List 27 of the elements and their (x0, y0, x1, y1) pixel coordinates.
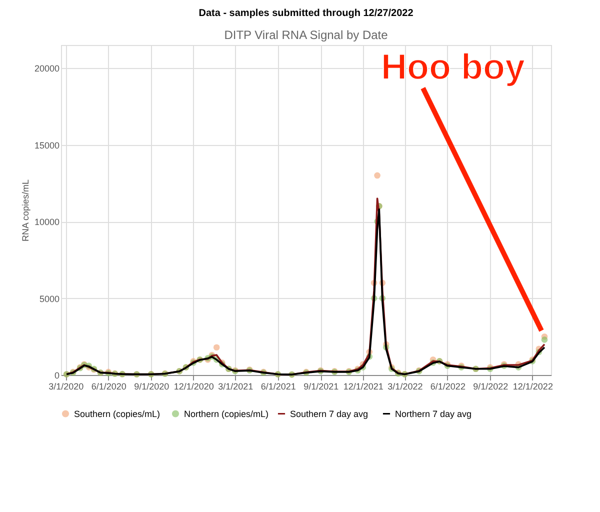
chart-title: Data - samples submitted through 12/27/2022 (198, 8, 414, 19)
legend-label: Northern (copies/mL) (184, 408, 269, 419)
x-tick-label: 6/1/2022 (430, 382, 466, 392)
legend-label: Southern (copies/mL) (74, 408, 160, 419)
x-tick-label: 9/1/2022 (473, 382, 508, 392)
y-tick-label: 10000 (34, 217, 60, 228)
x-tick-label: 3/1/2022 (388, 382, 423, 392)
y-tick-label: 0 (54, 370, 60, 380)
point (374, 172, 380, 179)
x-tick-label: 3/1/2020 (48, 382, 84, 392)
y-axis-title: RNA copies/mL (20, 179, 30, 242)
y-tick-label: 20000 (34, 64, 60, 74)
chart-subtitle: DITP Viral RNA Signal by Date (224, 28, 388, 42)
x-tick-label: 9/1/2020 (134, 382, 170, 392)
x-tick-label: 12/1/2020 (174, 382, 214, 392)
x-tick-label: 3/1/2021 (218, 382, 254, 392)
x-tick-label: 12/1/2022 (512, 382, 553, 392)
y-tick-label: 15000 (34, 140, 60, 150)
x-tick-label: 9/1/2021 (304, 382, 339, 392)
y-tick-label: 5000 (39, 294, 60, 304)
point (541, 336, 548, 343)
point (213, 344, 220, 351)
legend-label: Northern 7 day avg (395, 408, 472, 419)
x-tick-label: 12/1/2021 (343, 382, 384, 392)
x-tick-label: 6/1/2020 (91, 382, 126, 392)
legend-label: Southern 7 day avg (290, 408, 368, 419)
x-tick-label: 6/1/2021 (260, 382, 296, 392)
